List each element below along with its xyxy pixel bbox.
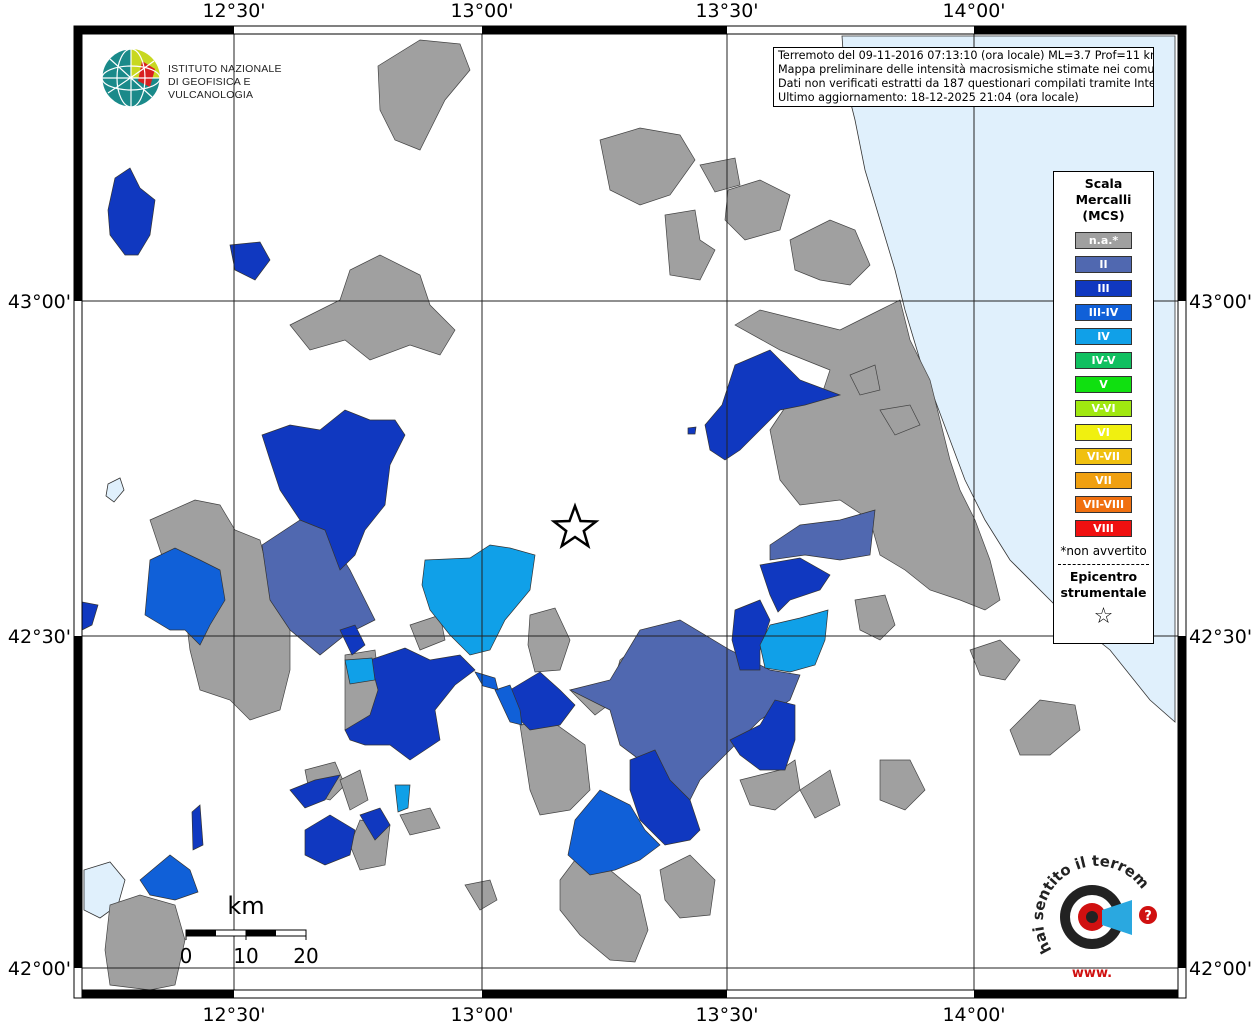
ingv-name: ISTITUTO NAZIONALE DI GEOFISICA E VULCAN…	[168, 63, 320, 102]
scale-label-20: 20	[293, 944, 318, 968]
legend-item: V	[1075, 376, 1132, 393]
legend-item: III-IV	[1075, 304, 1132, 321]
right-tick-1: 43°00'	[1189, 291, 1252, 313]
bottom-tick-3: 13°30'	[695, 1004, 758, 1024]
bottom-tick-2: 13°00'	[450, 1004, 513, 1024]
legend-item: VI	[1075, 424, 1132, 441]
municipalities-iii-iv	[139, 547, 661, 901]
haisentito-url: www.	[1072, 966, 1112, 981]
legend-title: Scala Mercalli (MCS)	[1054, 176, 1153, 224]
legend-item: VIII	[1075, 520, 1132, 537]
haisentito-logo-graphic: ? hai sentito il terremoto.it www.	[1025, 841, 1157, 981]
event-info-line3: Dati non verificati estratti da 187 ques…	[778, 77, 1154, 90]
scale-label-0: 0	[180, 944, 193, 968]
legend-items: n.a.* II III III-IV IV IV-V V V-VI VI VI-VII VII VI…	[1054, 232, 1153, 537]
left-tick-2: 42°30'	[8, 626, 71, 648]
legend-item: V-VI	[1075, 400, 1132, 417]
legend-title-line1: Scala	[1084, 176, 1123, 191]
top-tick-1: 12°30'	[202, 0, 265, 22]
bottom-tick-1: 12°30'	[202, 1004, 265, 1024]
ingv-logo: ISTITUTO NAZIONALE DI GEOFISICA E VULCAN…	[100, 47, 320, 109]
question-mark: ?	[1144, 909, 1152, 924]
tick-labels: 12°30' 13°00' 13°30' 14°00' 12°30' 13°00…	[8, 0, 1252, 1024]
legend-note: *non avvertito	[1060, 544, 1147, 558]
scale-bar-graphic: km 0 10 20	[180, 892, 319, 968]
event-info-line1: Terremoto del 09-11-2016 07:13:10 (ora l…	[778, 49, 1154, 62]
legend-item: n.a.*	[1075, 232, 1132, 249]
legend-item: VII	[1075, 472, 1132, 489]
mcs-legend: Scala Mercalli (MCS) n.a.* II III III-IV IV I…	[1053, 171, 1154, 644]
legend-epicenter-line2: strumentale	[1060, 585, 1147, 600]
target-center-icon	[1086, 911, 1098, 923]
legend-item: VI-VII	[1075, 448, 1132, 465]
legend-item: II	[1075, 256, 1132, 273]
bottom-tick-4: 14°00'	[942, 1004, 1005, 1024]
municipalities-iv	[344, 544, 829, 813]
scale-seg-2	[246, 930, 276, 936]
haisentito-logo: ? hai sentito il terremoto.it www.	[1025, 841, 1170, 985]
legend-item: IV	[1075, 328, 1132, 345]
legend-separator	[1058, 564, 1149, 565]
scale-bar: km 0 10 20	[170, 890, 330, 970]
top-tick-2: 13°00'	[450, 0, 513, 22]
legend-item: VII-VIII	[1075, 496, 1132, 513]
question-badge-icon	[1139, 906, 1157, 924]
top-tick-3: 13°30'	[695, 0, 758, 22]
event-info-box: Terremoto del 09-11-2016 07:13:10 (ora l…	[773, 47, 1154, 107]
ingv-name-line1: ISTITUTO NAZIONALE	[168, 63, 282, 75]
graticule	[74, 28, 1186, 998]
event-info-line2: Mappa preliminare delle intensità macros…	[778, 63, 1154, 76]
scale-seg-1	[186, 930, 216, 936]
left-tick-3: 42°00'	[8, 958, 71, 980]
epicenter-star	[550, 502, 600, 550]
municipalities-na	[104, 39, 1081, 991]
small-lake	[105, 477, 125, 503]
ingv-name-line2: DI GEOFISICA E VULCANOLOGIA	[168, 76, 254, 101]
municipalities-iii	[81, 167, 842, 866]
map-frame	[73, 25, 1187, 999]
event-info-line4: Ultimo aggiornamento: 18-12-2025 21:04 (…	[778, 91, 1079, 104]
legend-title-line3: (MCS)	[1082, 208, 1125, 223]
legend-item: IV-V	[1075, 352, 1132, 369]
scale-unit: km	[227, 892, 264, 920]
ingv-globe-icon	[101, 48, 161, 108]
legend-star-icon: ☆	[1093, 604, 1114, 629]
legend-title-line2: Mercalli	[1075, 192, 1132, 207]
top-tick-4: 14°00'	[942, 0, 1005, 22]
legend-epicenter-label: Epicentro strumentale	[1054, 569, 1153, 601]
right-tick-3: 42°00'	[1189, 958, 1252, 980]
legend-item: III	[1075, 280, 1132, 297]
left-tick-1: 43°00'	[8, 291, 71, 313]
legend-epicenter-line1: Epicentro	[1069, 569, 1138, 584]
speaker-icon	[1102, 900, 1132, 935]
scale-label-10: 10	[233, 944, 258, 968]
right-tick-2: 42°30'	[1189, 626, 1252, 648]
